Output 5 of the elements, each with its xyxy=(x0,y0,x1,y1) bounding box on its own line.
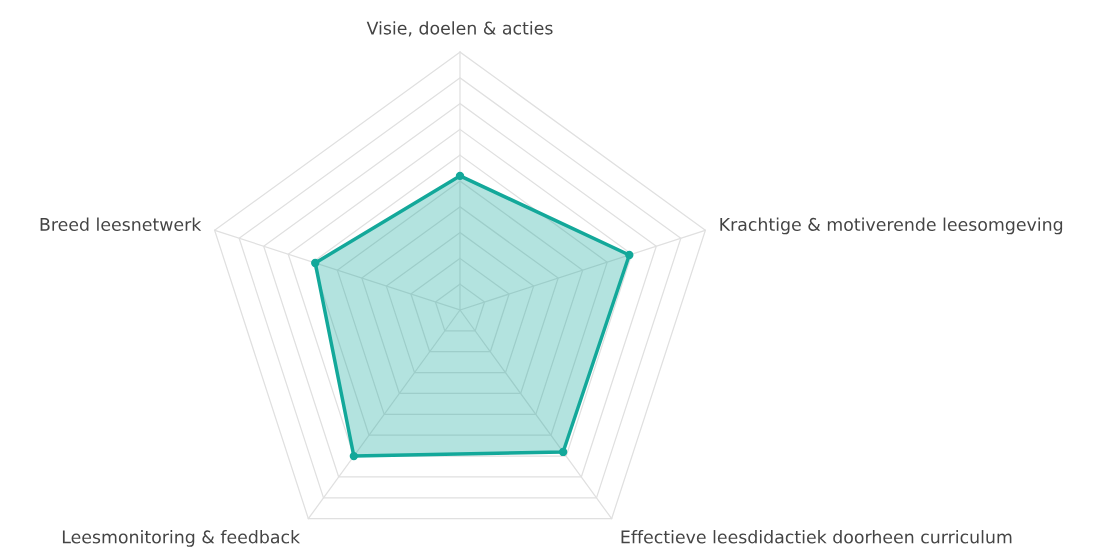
spoke-label: Effectieve leesdidactiek doorheen curriculum xyxy=(621,530,1012,544)
spoke-label: Leesmonitoring & feedback xyxy=(62,530,301,547)
spoke-label: Visie, doelen & acties xyxy=(366,21,553,37)
spoke-label: Krachtige & motiverende leesomgeving xyxy=(720,217,1063,235)
spoke-label: Breed leesnetwerk xyxy=(40,217,202,231)
